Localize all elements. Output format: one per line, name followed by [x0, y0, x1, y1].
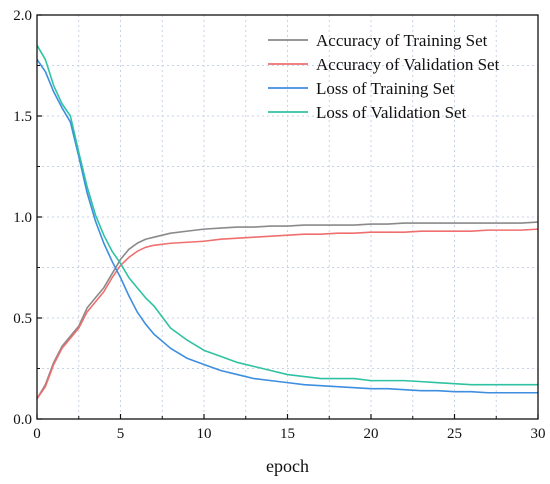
series-lines: [36, 44, 539, 400]
legend-label-accuracy-of-training-set: Accuracy of Training Set: [316, 31, 488, 50]
series-line-accuracy-of-training-set: [36, 221, 539, 400]
series-line-loss-of-training-set: [36, 58, 538, 394]
x-tick-label: 20: [364, 426, 379, 442]
x-tick-label: 25: [447, 426, 462, 442]
x-tick-label: 0: [33, 426, 41, 442]
x-tick-label: 5: [117, 426, 125, 442]
y-tick-label: 1.5: [13, 109, 32, 125]
x-tick-label: 10: [197, 426, 212, 442]
x-tick-label: 15: [280, 426, 295, 442]
legend: Accuracy of Training Set Accuracy of Vali…: [268, 31, 500, 122]
y-tick-label: 0.0: [13, 412, 32, 428]
x-axis-title: epoch: [266, 456, 309, 476]
y-tick-label: 1.0: [13, 210, 32, 226]
legend-label-loss-of-validation-set: Loss of Validation Set: [316, 103, 467, 122]
grid: [37, 15, 538, 419]
series-line-loss-of-validation-set: [36, 44, 538, 386]
legend-label-accuracy-of-validation-set: Accuracy of Validation Set: [316, 55, 500, 74]
series-line-accuracy-of-validation-set: [36, 228, 539, 400]
axes: 0 5 10 15 20 25 30 0.0 0.5 1.0 1.5 2.0 epoch: [13, 8, 545, 476]
legend-label-loss-of-training-set: Loss of Training Set: [316, 79, 455, 98]
y-tick-label: 0.5: [13, 311, 32, 327]
y-tick-label: 2.0: [13, 8, 32, 24]
x-tick-label: 30: [531, 426, 546, 442]
